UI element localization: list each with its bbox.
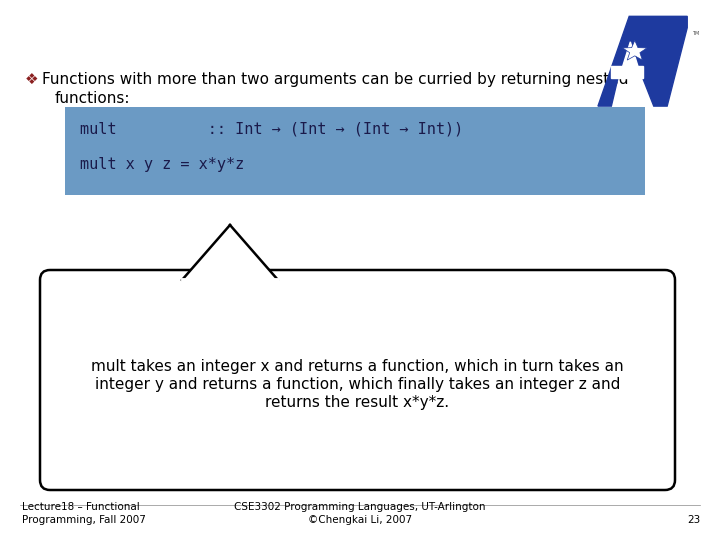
Polygon shape: [598, 16, 687, 106]
Text: Lecture18 – Functional
Programming, Fall 2007: Lecture18 – Functional Programming, Fall…: [22, 502, 146, 525]
Text: Functions with more than two arguments can be curried by returning nested: Functions with more than two arguments c…: [42, 72, 629, 87]
Text: mult x y z = x*y*z: mult x y z = x*y*z: [80, 157, 244, 172]
Text: TM: TM: [692, 30, 699, 36]
Polygon shape: [611, 66, 642, 78]
FancyBboxPatch shape: [40, 270, 675, 490]
FancyBboxPatch shape: [65, 107, 645, 195]
Text: ❖: ❖: [25, 72, 39, 87]
Polygon shape: [182, 225, 278, 280]
Text: 23: 23: [687, 515, 700, 525]
Polygon shape: [621, 42, 640, 74]
Text: mult          :: Int → (Int → (Int → Int)): mult :: Int → (Int → (Int → Int)): [80, 121, 463, 136]
Text: mult takes an integer x and returns a function, which in turn takes an: mult takes an integer x and returns a fu…: [91, 360, 624, 375]
Text: functions:: functions:: [55, 91, 130, 106]
Text: CSE3302 Programming Languages, UT-Arlington
©Chengkai Li, 2007: CSE3302 Programming Languages, UT-Arling…: [234, 502, 486, 525]
Text: returns the result x*y*z.: returns the result x*y*z.: [266, 395, 449, 410]
Text: integer y and returns a function, which finally takes an integer z and: integer y and returns a function, which …: [95, 377, 620, 393]
Polygon shape: [623, 40, 647, 60]
